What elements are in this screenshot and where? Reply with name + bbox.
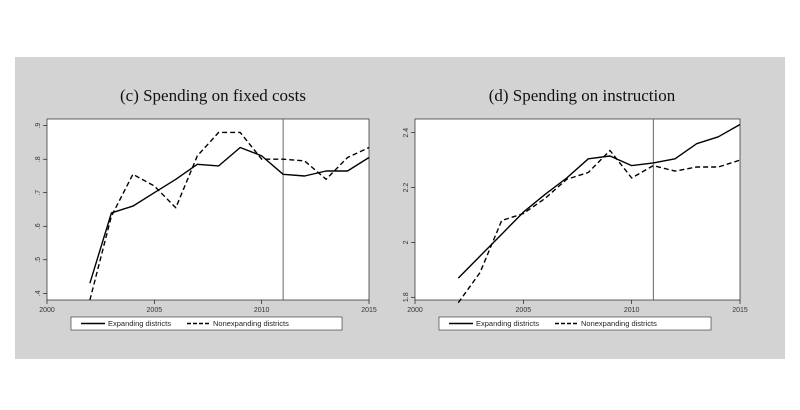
series-line-expanding [457, 123, 741, 279]
tick-layer: 2000 2005 2010 2015 .4 .5 .6 .7 .8 .9 [35, 123, 377, 314]
x-tick-label: 2010 [624, 307, 640, 314]
x-tick-label: 2000 [407, 307, 423, 314]
y-tick-label: 2.4 [403, 128, 410, 138]
series-layer [457, 119, 741, 304]
y-tick-label: .9 [35, 123, 42, 129]
figure-panel: (c) Spending on fixed costs 2000 2005 2010… [15, 57, 785, 359]
x-tick-label: 2010 [254, 307, 270, 314]
plot-area [414, 118, 741, 301]
chart-instruction: (d) Spending on instruction 2000 2005 2010… [403, 86, 748, 331]
tick-layer: 2000 2005 2010 2015 1.8 2 2.2 2.4 [403, 128, 748, 314]
x-tick-label: 2000 [39, 307, 55, 314]
plot-area [46, 118, 370, 301]
x-tick-label: 2005 [516, 307, 532, 314]
x-tick-label: 2015 [732, 307, 748, 314]
y-tick-label: .6 [35, 223, 42, 229]
series-line-nonexpanding [89, 131, 370, 301]
x-tick-label: 2005 [147, 307, 163, 314]
legend-label-expanding: Expanding districts [476, 319, 539, 328]
legend: Expanding districts Nonexpanding distric… [438, 316, 712, 331]
legend-label-nonexpanding: Nonexpanding districts [213, 319, 289, 328]
y-tick-label: 1.8 [403, 292, 410, 302]
chart-title: (d) Spending on instruction [489, 86, 676, 105]
y-tick-label: 2 [403, 240, 410, 244]
legend-label-expanding: Expanding districts [108, 319, 171, 328]
legend-label-nonexpanding: Nonexpanding districts [581, 319, 657, 328]
y-tick-label: .4 [35, 290, 42, 296]
figure-svg: (c) Spending on fixed costs 2000 2005 2010… [35, 86, 748, 331]
chart-fixed-costs: (c) Spending on fixed costs 2000 2005 2010… [35, 86, 377, 331]
legend: Expanding districts Nonexpanding distric… [70, 316, 343, 331]
y-tick-label: 2.2 [403, 183, 410, 193]
y-tick-label: .8 [35, 156, 42, 162]
x-tick-label: 2015 [361, 307, 377, 314]
series-layer [89, 119, 370, 301]
series-line-expanding [89, 146, 370, 284]
y-tick-label: .5 [35, 257, 42, 263]
series-line-nonexpanding [457, 149, 741, 304]
y-tick-label: .7 [35, 190, 42, 196]
chart-title: (c) Spending on fixed costs [120, 86, 306, 105]
